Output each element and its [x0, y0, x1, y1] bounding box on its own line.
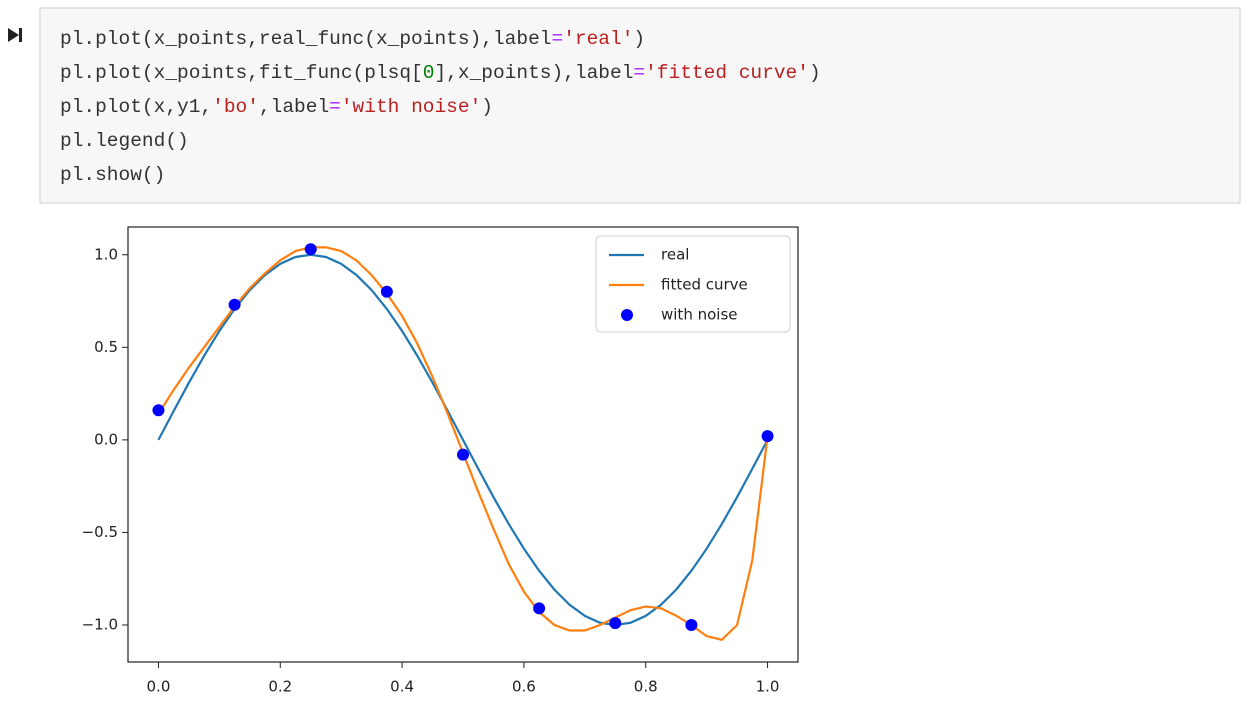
legend-label: with noise: [661, 306, 738, 324]
code-line: pl.legend(): [60, 130, 189, 152]
y-tick-label: 0.5: [94, 338, 118, 356]
code-token: 'with noise': [341, 96, 481, 118]
series-line: [157, 253, 769, 627]
point: [761, 430, 774, 443]
code-token: ],x_points),label: [434, 62, 633, 84]
code-token: pl.plot(x_points,real_func(x_points),lab…: [60, 28, 551, 50]
run-icon[interactable]: [8, 28, 22, 42]
legend-label: real: [661, 246, 689, 264]
x-tick-label: 0.8: [634, 678, 658, 696]
point: [533, 602, 546, 615]
code-line: pl.plot(x_points,real_func(x_points),lab…: [60, 28, 645, 50]
point: [152, 404, 165, 417]
point: [304, 243, 317, 256]
legend-box: [595, 235, 791, 333]
code-line: pl.plot(x_points,fit_func(plsq[0],x_poin…: [60, 62, 821, 84]
code-token: pl.plot(x_points,fit_func(plsq[: [60, 62, 423, 84]
code-token: =: [551, 28, 563, 50]
legend-label: fitted curve: [661, 276, 748, 294]
x-tick-label: 1.0: [756, 678, 780, 696]
code-token: pl.show(): [60, 164, 165, 186]
code-token: 'fitted curve': [645, 62, 809, 84]
code-token: 'real': [563, 28, 633, 50]
code-token: ): [481, 96, 493, 118]
point: [609, 617, 622, 630]
y-tick-label: 0.0: [94, 430, 118, 448]
code-line: pl.plot(x,y1,'bo',label='with noise'): [60, 96, 493, 118]
code-token: pl.plot(x,y1,: [60, 96, 212, 118]
code-token: =: [633, 62, 645, 84]
code-token: 'bo': [212, 96, 259, 118]
point: [457, 448, 469, 461]
x-tick-label: 0.2: [268, 678, 292, 696]
point: [228, 298, 241, 311]
legend-marker: [621, 309, 633, 321]
code-token: ,label: [259, 96, 329, 118]
y-tick-label: 1.0: [94, 245, 118, 263]
code-token: 0: [423, 62, 435, 84]
point: [685, 618, 698, 631]
x-tick-label: 0.0: [147, 678, 171, 696]
x-tick-label: 0.6: [512, 678, 536, 696]
x-tick-label: 0.4: [390, 678, 414, 696]
code-token: =: [329, 96, 341, 118]
y-tick-label: −1.0: [82, 615, 118, 633]
code-token: ): [809, 62, 821, 84]
code-cell[interactable]: [39, 7, 1241, 204]
axes-frame: [127, 226, 799, 663]
code-token: ): [633, 28, 645, 50]
y-tick-label: −0.5: [82, 523, 118, 541]
point: [380, 285, 393, 298]
code-token: pl.legend(): [60, 130, 189, 152]
code-line: pl.show(): [60, 164, 165, 186]
